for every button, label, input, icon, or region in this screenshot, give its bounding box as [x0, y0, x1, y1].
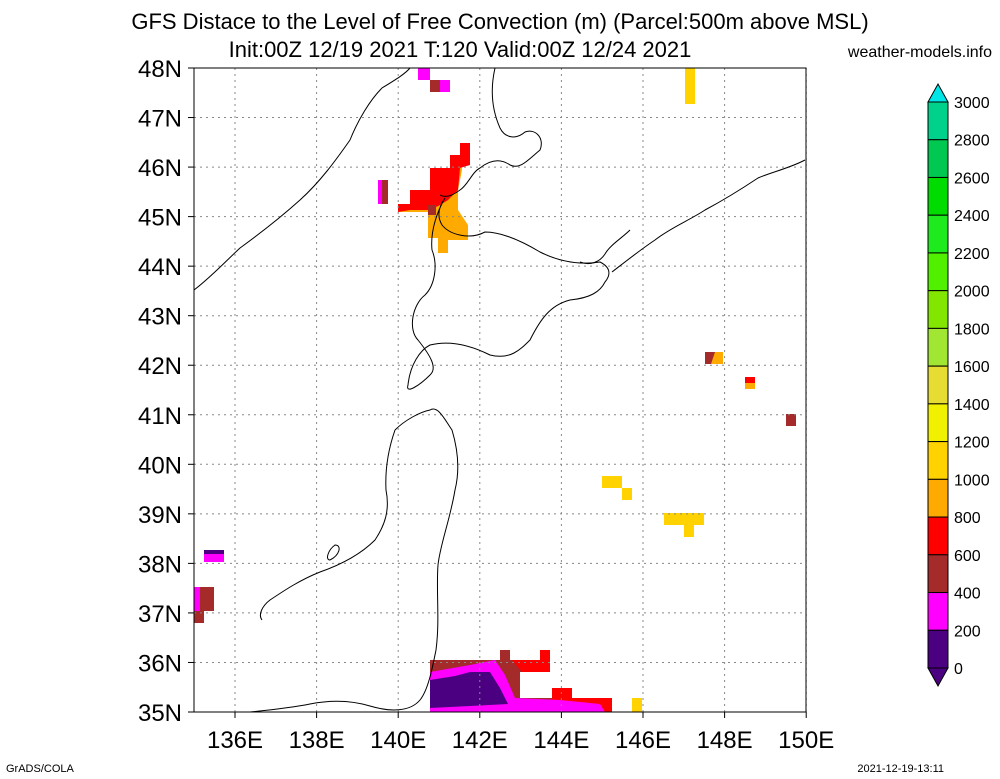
colorbar-label: 800 — [954, 510, 981, 527]
lon-tick-label: 136E — [207, 727, 263, 754]
site-credit: weather-models.info — [847, 44, 992, 61]
colorbar-label: 1600 — [954, 359, 990, 376]
colorbar-label: 400 — [954, 586, 981, 603]
field-cell — [378, 180, 382, 204]
field-cell — [428, 205, 436, 215]
colorbar-segment — [927, 176, 949, 216]
colorbar-label: 0 — [954, 661, 963, 678]
field-region — [430, 672, 508, 708]
field-cell — [204, 550, 224, 554]
colorbar-label: 2600 — [954, 170, 990, 187]
grid — [194, 67, 807, 713]
longitude-labels: 136E 138E 140E 142E 144E 146E 148E 150E — [207, 712, 834, 754]
lat-tick-label: 42N — [138, 353, 182, 380]
colorbar-segment — [927, 139, 949, 178]
field-cell — [685, 68, 695, 104]
field-cell — [194, 611, 204, 623]
lat-tick-label: 44N — [138, 254, 182, 281]
colorbar-label: 1000 — [954, 472, 990, 489]
colorbar-segment — [927, 327, 949, 367]
field-cell — [418, 68, 430, 80]
lat-tick-label: 46N — [138, 155, 182, 182]
colorbar-segment — [927, 629, 949, 669]
colorbar-segment — [927, 214, 949, 254]
lon-tick-label: 140E — [370, 727, 426, 754]
colorbar-label: 1200 — [954, 435, 990, 452]
colorbar-label: 1800 — [954, 321, 990, 338]
colorbar-segment — [927, 478, 949, 518]
colorbar-label: 2200 — [954, 246, 990, 263]
field-cell — [430, 80, 440, 92]
lat-tick-label: 36N — [138, 650, 182, 677]
chart-subtitle: Init:00Z 12/19 2021 T:120 Valid:00Z 12/2… — [228, 37, 692, 62]
colorbar: 3000280026002400220020001800160014001200… — [927, 82, 990, 688]
colorbar-segment — [927, 365, 949, 405]
lat-tick-label: 37N — [138, 601, 182, 628]
coastlines — [193, 67, 806, 713]
lat-tick-label: 41N — [138, 403, 182, 430]
colorbar-segment — [927, 554, 949, 594]
footer-right: 2021-12-19-13:11 — [857, 763, 944, 775]
shiretoko — [579, 229, 631, 265]
colorbar-segment — [927, 252, 949, 292]
lon-tick-label: 148E — [697, 727, 753, 754]
colorbar-segment — [927, 403, 949, 443]
colorbar-segment — [927, 441, 949, 480]
colorbar-label: 600 — [954, 548, 981, 565]
colorbar-label: 3000 — [954, 95, 990, 112]
colorbar-label: 2400 — [954, 208, 990, 225]
field-region — [512, 650, 550, 672]
lat-tick-label: 39N — [138, 502, 182, 529]
field-cell — [711, 352, 723, 364]
lat-tick-label: 45N — [138, 205, 182, 232]
lat-tick-label: 38N — [138, 551, 182, 578]
shaded-field — [194, 68, 796, 712]
colorbar-label: 200 — [954, 623, 981, 640]
colorbar-segment — [927, 516, 949, 556]
asia-coast — [193, 67, 411, 291]
lon-tick-label: 138E — [289, 727, 345, 754]
plot-frame — [193, 67, 807, 713]
colorbar-label: 2800 — [954, 133, 990, 150]
colorbar-label: 1400 — [954, 397, 990, 414]
field-cell — [194, 587, 200, 611]
lat-tick-label: 43N — [138, 304, 182, 331]
honshu — [249, 408, 459, 713]
colorbar-top-arrow — [927, 82, 949, 103]
lon-tick-label: 146E — [615, 727, 671, 754]
kurils — [611, 159, 806, 273]
lat-tick-label: 40N — [138, 452, 182, 479]
colorbar-segment — [927, 592, 949, 631]
colorbar-label: 2000 — [954, 284, 990, 301]
colorbar-segment — [927, 101, 949, 141]
field-cell — [684, 525, 694, 537]
field-cell — [786, 414, 796, 426]
field-cell — [745, 377, 755, 383]
field-cell — [602, 476, 622, 488]
field-cell — [632, 698, 642, 712]
lon-tick-label: 144E — [533, 727, 589, 754]
field-cell — [622, 488, 632, 500]
chart-title: GFS Distace to the Level of Free Convect… — [131, 9, 869, 34]
hokkaido — [407, 197, 610, 390]
colorbar-bottom-arrow — [927, 667, 949, 688]
field-cell — [378, 180, 388, 204]
lon-tick-label: 150E — [778, 727, 834, 754]
lon-tick-label: 142E — [452, 727, 508, 754]
sakhalin — [439, 67, 542, 197]
field-cell — [664, 513, 704, 525]
latitude-labels: 48N 47N 46N 45N 44N 43N 42N 41N 40N 39N 38N 37N 36N 3… — [138, 56, 194, 727]
lat-tick-label: 47N — [138, 106, 182, 133]
lat-tick-label: 48N — [138, 56, 182, 83]
lat-tick-label: 35N — [138, 700, 182, 727]
footer-left: GrADS/COLA — [6, 763, 74, 775]
colorbar-segment — [927, 290, 949, 329]
